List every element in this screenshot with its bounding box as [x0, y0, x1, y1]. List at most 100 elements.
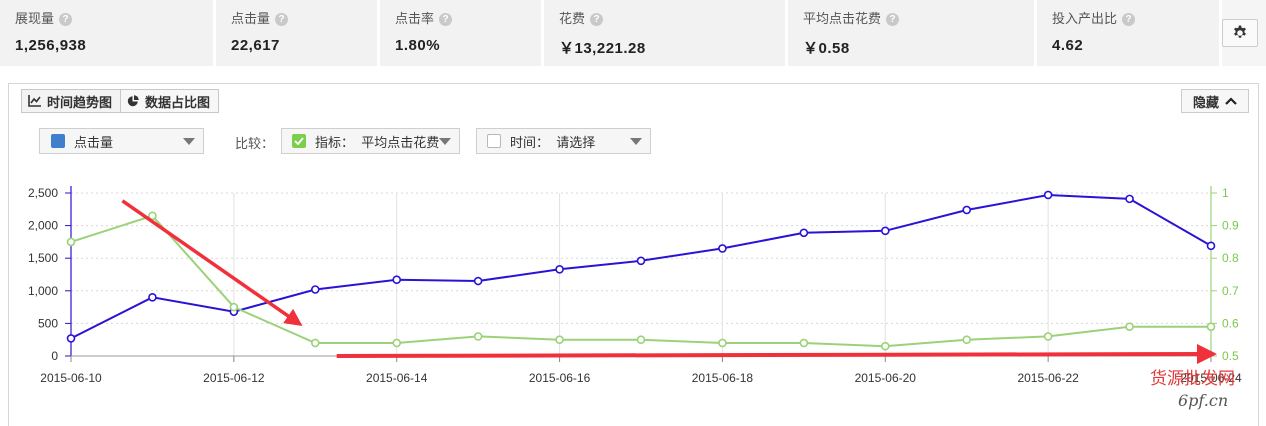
help-icon[interactable]: ?	[886, 12, 900, 26]
data-point	[392, 275, 402, 285]
data-point	[555, 264, 564, 274]
y-right-tick-label: 0.7	[1222, 284, 1239, 298]
metric-label: 投入产出比?	[1052, 10, 1219, 28]
x-tick-label: 2015-06-22	[1017, 371, 1079, 385]
data-point	[392, 338, 402, 348]
data-point	[310, 338, 320, 348]
data-point	[962, 205, 972, 215]
metric-label: 花费?	[559, 10, 785, 28]
data-point	[66, 334, 76, 343]
metric-card: 平均点击花费? ￥0.58	[788, 0, 1037, 66]
metric-card: 展现量? 1,256,938	[0, 0, 216, 66]
data-point	[1043, 332, 1053, 341]
help-icon[interactable]: ?	[590, 12, 604, 26]
y-left-tick-label: 2,000	[28, 219, 58, 233]
metric-compare-label: 指标： 平均点击花费	[315, 134, 440, 150]
series-line-clicks	[70, 193, 1212, 340]
data-point	[962, 335, 972, 345]
annotation-arrow	[336, 344, 1217, 365]
tab-data-share[interactable]: 数据占比图	[121, 89, 220, 113]
data-point	[636, 256, 646, 266]
help-icon[interactable]: ?	[59, 12, 73, 26]
data-point	[880, 226, 890, 236]
metric-value: ￥13,221.28	[559, 40, 646, 57]
y-right-tick-label: 0.9	[1222, 219, 1239, 233]
data-point	[718, 338, 727, 348]
x-tick-label: 2015-06-10	[40, 371, 102, 385]
y-right-tick-label: 1	[1222, 186, 1229, 200]
chevron-down-icon	[183, 138, 195, 145]
metric-value: 1.80%	[395, 37, 441, 54]
y-left-tick-label: 2,500	[28, 186, 58, 200]
y-right-tick-label: 0.8	[1222, 251, 1239, 265]
watermark: 货源批发网 6pf.cn	[1150, 368, 1235, 412]
checkbox-unchecked-icon[interactable]	[487, 134, 501, 148]
time-compare-select[interactable]: 时间： 请选择	[476, 128, 651, 154]
primary-metric-label: 点击量	[74, 134, 114, 150]
data-point	[880, 341, 890, 351]
data-point	[310, 285, 320, 294]
hide-button[interactable]: 隐藏	[1181, 89, 1249, 113]
hide-button-label: 隐藏	[1192, 94, 1219, 110]
tab-label: 时间趋势图	[47, 94, 113, 110]
metric-value: ￥0.58	[803, 40, 850, 57]
series-color-swatch	[51, 134, 65, 148]
data-point	[66, 237, 76, 247]
primary-metric-select[interactable]: 点击量	[39, 128, 204, 154]
data-point	[473, 332, 483, 341]
x-tick-label: 2015-06-24	[1180, 371, 1242, 385]
x-tick-label: 2015-06-12	[203, 371, 265, 385]
metric-card: 点击量? 22,617	[216, 0, 380, 66]
metric-label-text: 展现量	[15, 11, 55, 26]
chevron-down-icon	[439, 138, 451, 145]
annotation-arrow	[121, 199, 303, 326]
series-line-avg-cpc	[70, 214, 1211, 348]
x-tick-label: 2015-06-14	[366, 371, 428, 385]
help-icon[interactable]: ?	[1122, 12, 1136, 26]
metric-label: 展现量?	[15, 10, 213, 28]
metric-label-text: 投入产出比	[1052, 11, 1118, 26]
x-tick-label: 2015-06-18	[692, 371, 754, 385]
y-right-tick-label: 0.5	[1222, 349, 1239, 363]
metric-label-text: 点击量	[231, 11, 271, 26]
data-point	[636, 335, 646, 345]
metrics-bar: 展现量? 1,256,938 点击量? 22,617 点击率? 1.80% 花费? ￥13,2…	[0, 0, 1266, 66]
data-point	[1206, 241, 1216, 251]
y-right-tick-label: 0.6	[1222, 316, 1239, 330]
metric-label-text: 花费	[559, 11, 586, 26]
tab-label: 数据占比图	[145, 94, 211, 110]
pie-chart-icon	[127, 95, 139, 107]
data-point	[473, 276, 483, 286]
gear-icon	[1234, 25, 1246, 38]
help-icon[interactable]: ?	[439, 12, 453, 26]
tab-time-trend[interactable]: 时间趋势图	[21, 89, 122, 113]
metric-value: 22,617	[231, 37, 280, 54]
metric-value: 4.62	[1052, 37, 1084, 54]
metric-label: 点击率?	[395, 10, 541, 28]
line-chart-icon	[28, 95, 41, 107]
checkbox-checked-icon[interactable]	[292, 134, 306, 148]
chart-tabs: 时间趋势图 数据占比图	[21, 89, 220, 113]
help-icon[interactable]: ?	[275, 12, 289, 26]
data-point	[799, 338, 809, 348]
compare-label: 比较：	[235, 136, 275, 151]
data-point	[799, 228, 809, 238]
data-point	[1043, 190, 1053, 200]
time-compare-label: 时间： 请选择	[510, 134, 596, 150]
metric-compare-select[interactable]: 指标： 平均点击花费	[281, 128, 460, 154]
metric-label: 平均点击花费?	[803, 10, 1034, 28]
x-tick-label: 2015-06-20	[855, 371, 917, 385]
data-point	[148, 211, 157, 221]
watermark-line1: 货源批发网	[1150, 369, 1235, 389]
chevron-up-icon	[1225, 97, 1237, 105]
data-point	[229, 302, 239, 312]
data-point	[1125, 322, 1134, 331]
y-left-tick-label: 500	[38, 316, 58, 330]
y-left-tick-label: 1,000	[28, 284, 58, 298]
metric-value: 1,256,938	[15, 37, 87, 54]
settings-button[interactable]	[1222, 19, 1258, 47]
metric-label-text: 点击率	[395, 11, 435, 26]
data-point	[1206, 322, 1216, 331]
metric-card: 花费? ￥13,221.28	[544, 0, 788, 66]
